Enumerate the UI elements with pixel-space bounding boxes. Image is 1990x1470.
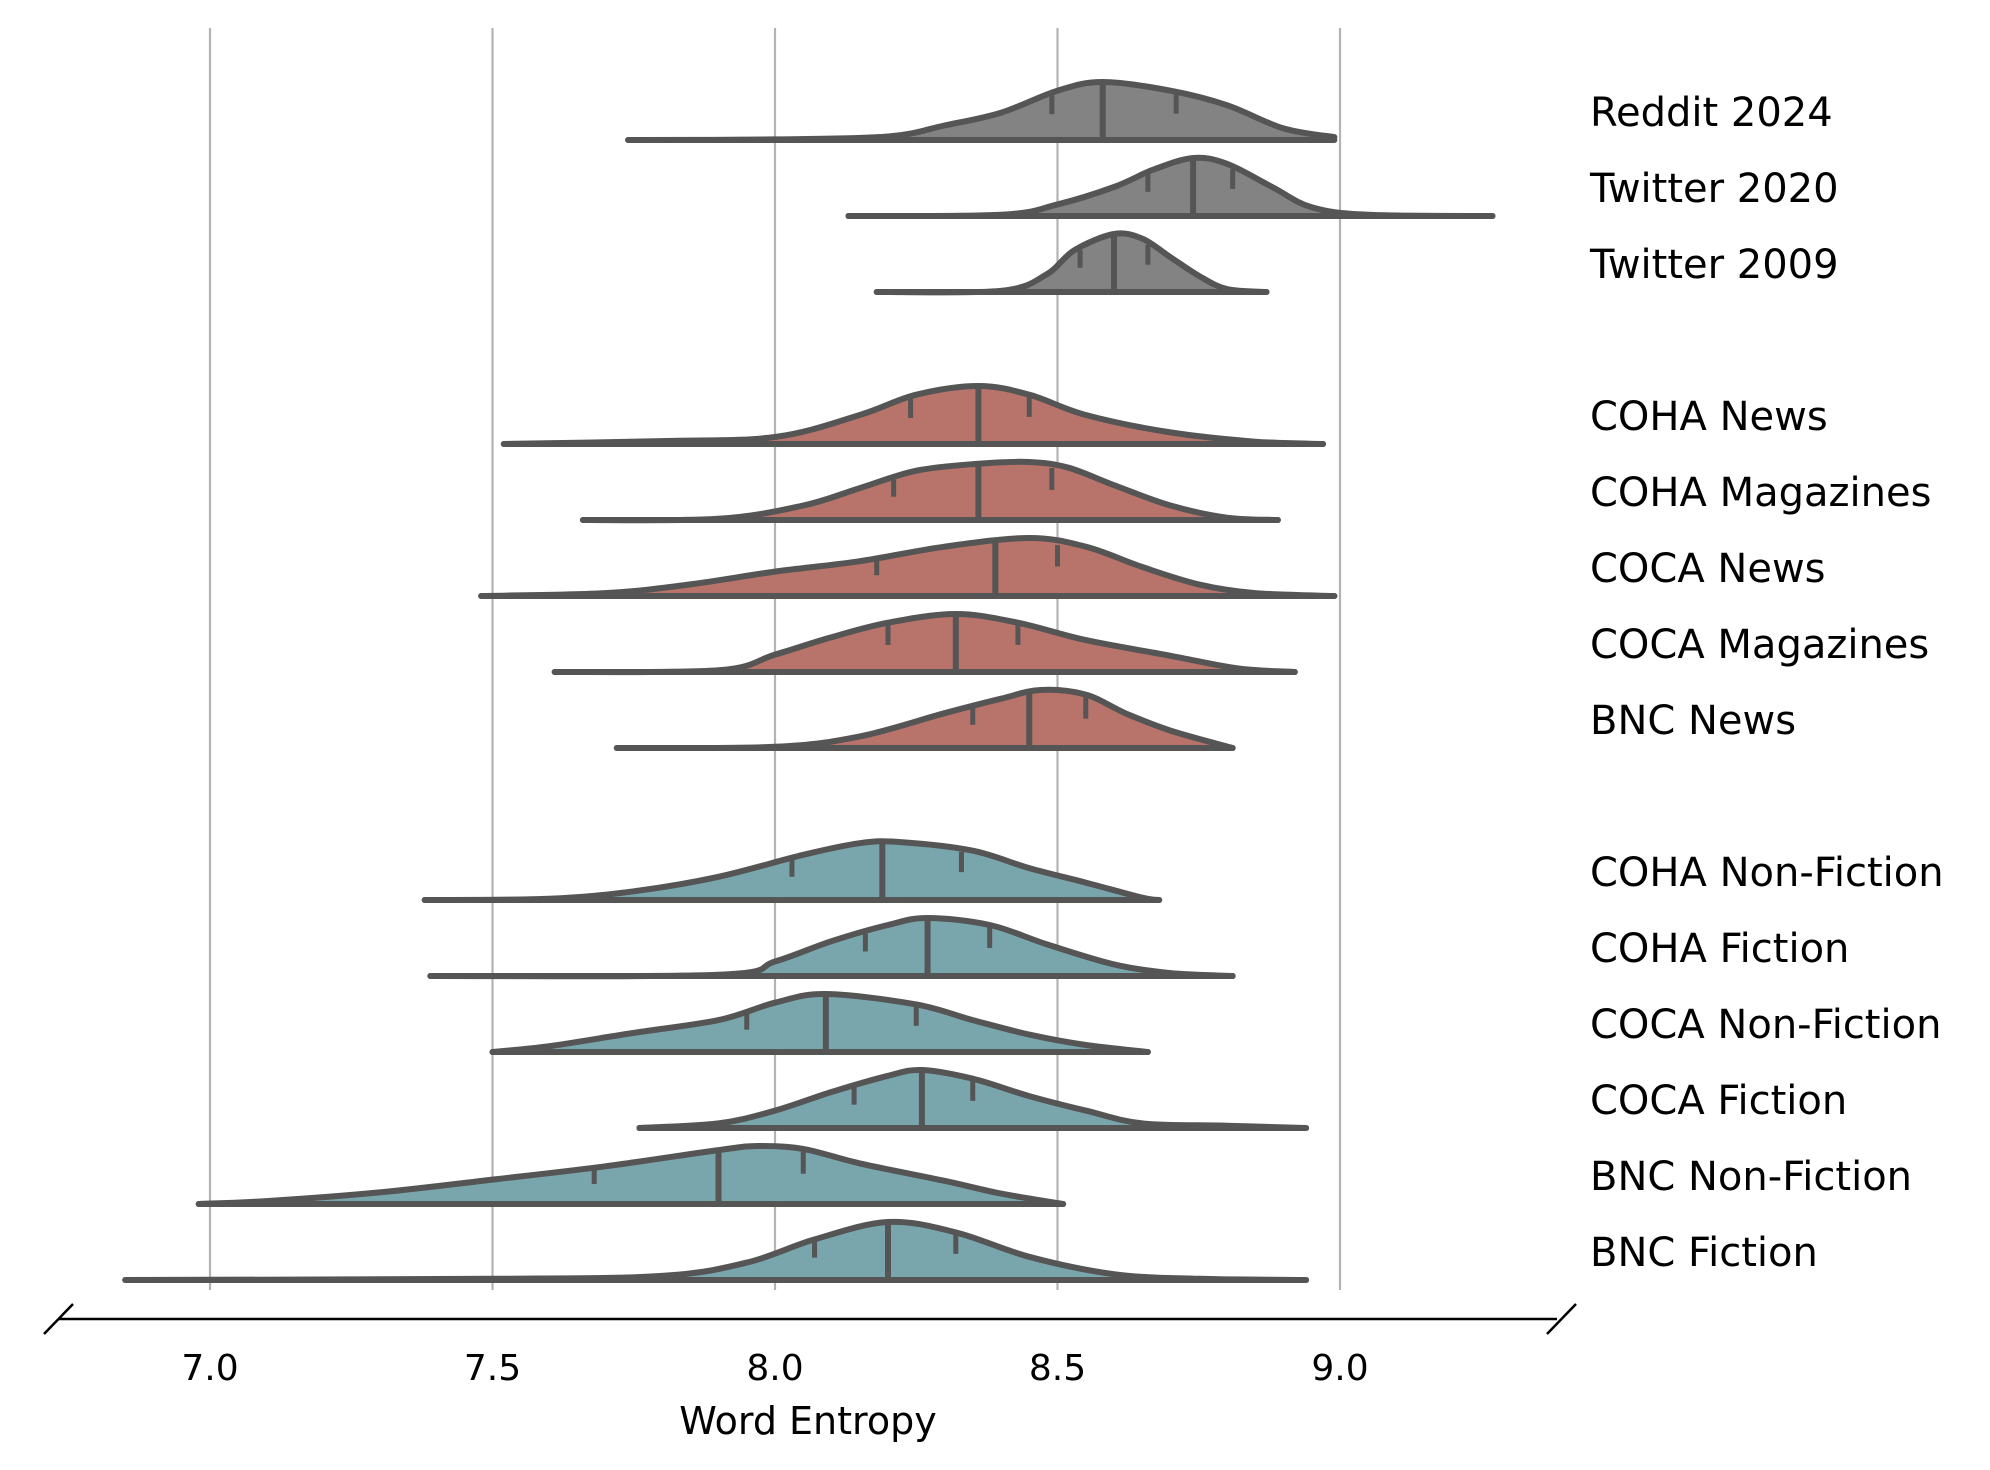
x-axis: 7.0 7.5 8.0 8.5 9.0 Word Entropy [43,1303,1577,1443]
density-outline [478,535,1338,599]
density-outline [489,990,1151,1055]
ridge-coca-non-fiction [489,990,1151,1055]
row-label: Twitter 2020 [1589,166,1839,212]
x-axis-title: Word Entropy [679,1399,936,1443]
density-area [430,918,1233,977]
ridge-coca-news [478,535,1338,599]
density-area [876,233,1267,293]
x-tick-label: 9.0 [1311,1348,1368,1389]
row-label: Reddit 2024 [1590,90,1833,136]
row-label: BNC Non-Fiction [1590,1154,1912,1200]
row-label: COHA News [1590,394,1828,440]
x-axis-break-left [43,1303,74,1335]
x-tick-label: 7.0 [181,1348,238,1389]
row-labels: Reddit 2024 Twitter 2020 Twitter 2009 COHA … [1589,90,1944,1276]
x-axis-break-right [1546,1303,1577,1335]
row-label: Twitter 2009 [1589,242,1839,288]
ridgeline-series [122,79,1496,1283]
row-label: COCA News [1590,546,1826,592]
ridge-bnc-news [613,686,1236,752]
row-label: COHA Non-Fiction [1590,850,1944,896]
x-tick-label: 8.0 [746,1348,803,1389]
ridge-reddit-2024 [625,79,1338,143]
ridge-coha-fiction [427,915,1236,980]
x-tick-labels: 7.0 7.5 8.0 8.5 9.0 [181,1348,1368,1389]
density-area [492,993,1148,1052]
ridge-bnc-fiction [122,1218,1310,1283]
ridge-twitter-2020 [845,154,1496,220]
row-label: COHA Fiction [1590,926,1849,972]
density-area [554,614,1295,673]
ridge-coha-magazines [579,458,1281,524]
row-label: BNC News [1590,698,1796,744]
row-label: COHA Magazines [1590,470,1931,516]
x-tick-label: 8.5 [1029,1348,1086,1389]
density-area [125,1221,1307,1280]
ridge-bnc-non-fiction [195,1142,1067,1207]
density-area [628,82,1335,140]
ridge-coca-fiction [636,1066,1310,1131]
density-area [848,157,1493,217]
row-label: COCA Non-Fiction [1590,1002,1941,1048]
row-label: COCA Magazines [1590,622,1929,668]
density-outline [421,838,1163,903]
row-label: BNC Fiction [1590,1230,1818,1276]
density-area [503,386,1324,444]
ridge-coha-non-fiction [421,838,1163,903]
row-label: COCA Fiction [1590,1078,1847,1124]
ridge-coha-news [500,383,1327,447]
density-area [481,538,1335,596]
density-outline [122,1218,1310,1283]
density-outline [500,383,1327,447]
density-outline [636,1066,1310,1131]
density-outline [579,458,1281,524]
x-tick-label: 7.5 [464,1348,521,1389]
ridge-twitter-2009 [873,230,1270,296]
density-area [582,461,1278,521]
ridge-coca-magazines [551,611,1298,676]
